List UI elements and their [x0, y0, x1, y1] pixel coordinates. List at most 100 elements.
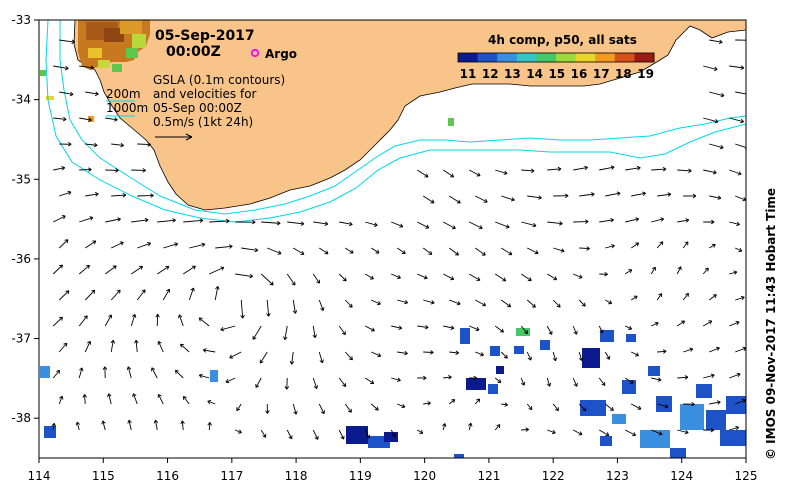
velocity-arrow-head	[736, 221, 740, 227]
velocity-arrow	[136, 289, 146, 301]
velocity-arrow-head	[642, 191, 646, 196]
colorbar	[457, 52, 655, 63]
velocity-arrow-head	[428, 250, 433, 255]
velocity-arrow-head	[692, 193, 697, 199]
velocity-arrow-head	[610, 217, 614, 223]
velocity-arrow	[474, 247, 486, 256]
velocity-arrow-head	[252, 219, 256, 225]
velocity-arrow	[53, 215, 66, 223]
velocity-arrow-head	[553, 276, 558, 281]
velocity-arrow-head	[430, 300, 435, 305]
velocity-arrow-head	[530, 168, 535, 173]
velocity-arrow-head	[578, 357, 584, 361]
colorbar-swatch	[556, 53, 577, 62]
velocity-arrow-head	[738, 247, 743, 253]
velocity-arrow-head	[56, 369, 61, 374]
velocity-arrow	[605, 245, 615, 249]
velocity-arrow-head	[369, 275, 374, 280]
velocity-arrow	[318, 299, 324, 311]
velocity-arrow	[625, 429, 636, 436]
velocity-arrow-head	[510, 197, 515, 202]
velocity-arrow-head	[585, 219, 589, 224]
velocity-arrow	[630, 295, 638, 301]
velocity-arrow-head	[324, 221, 329, 226]
velocity-arrow-head	[582, 407, 587, 412]
velocity-arrow-head	[370, 380, 375, 385]
velocity-arrow	[709, 195, 721, 199]
velocity-arrow	[495, 169, 508, 174]
colorbar-title: 4h comp, p50, all sats	[488, 33, 637, 47]
velocity-arrow-head	[220, 326, 225, 332]
velocity-arrow-head	[215, 285, 220, 290]
velocity-arrow	[735, 296, 745, 301]
velocity-arrow-head	[681, 320, 686, 325]
velocity-arrow	[651, 429, 663, 435]
velocity-arrow-head	[93, 142, 98, 148]
velocity-arrow-head	[717, 195, 722, 200]
velocity-arrow-head	[586, 246, 590, 251]
colorbar-swatch	[477, 53, 498, 62]
velocity-arrow-head	[69, 91, 74, 97]
velocity-arrow-head	[503, 170, 508, 175]
velocity-arrow-head	[611, 244, 615, 249]
velocity-arrow-head	[87, 340, 92, 345]
velocity-arrow	[78, 367, 83, 379]
velocity-arrow-head	[601, 381, 606, 386]
velocity-arrow	[208, 422, 211, 431]
velocity-arrow	[552, 299, 561, 308]
velocity-arrow-head	[401, 403, 406, 409]
velocity-arrow	[625, 167, 641, 171]
velocity-arrow-head	[83, 315, 88, 320]
velocity-arrow	[494, 325, 504, 333]
velocity-arrow	[209, 266, 225, 275]
velocity-arrow	[59, 91, 74, 95]
velocity-arrow-head	[67, 141, 72, 147]
velocity-arrow	[417, 273, 428, 279]
velocity-arrow-head	[284, 385, 290, 390]
velocity-arrow	[501, 195, 515, 201]
velocity-arrow-head	[259, 359, 264, 364]
colorbar-swatch	[595, 53, 616, 62]
argo-label: Argo	[265, 47, 297, 61]
velocity-arrow	[188, 287, 194, 301]
velocity-arrow	[131, 219, 149, 223]
velocity-arrow	[729, 65, 744, 69]
velocity-arrow-head	[319, 359, 324, 364]
velocity-arrow-head	[117, 217, 121, 222]
velocity-arrow	[105, 117, 118, 121]
velocity-arrow-head	[147, 142, 151, 147]
velocity-arrow-head	[293, 410, 298, 415]
velocity-arrow	[344, 247, 354, 254]
velocity-arrow	[657, 350, 667, 353]
velocity-arrow	[84, 341, 91, 353]
velocity-arrow	[286, 377, 288, 390]
velocity-arrow	[236, 403, 242, 411]
velocity-arrow	[547, 429, 556, 434]
velocity-arrow	[599, 166, 615, 171]
velocity-arrow	[709, 91, 725, 97]
velocity-arrow-head	[456, 199, 461, 204]
velocity-arrow	[59, 191, 72, 197]
velocity-arrow	[292, 299, 296, 314]
legend-line-1: GSLA (0.1m contours)	[153, 73, 285, 87]
x-tick-label: 119	[349, 469, 372, 483]
velocity-arrow-head	[65, 290, 70, 295]
velocity-arrow-head	[374, 406, 379, 411]
colorbar-labels: 11 12 13 14 15 16 17 18 19	[460, 67, 654, 81]
velocity-arrow	[631, 403, 642, 410]
velocity-arrow	[443, 273, 454, 280]
velocity-arrow	[52, 264, 63, 275]
velocity-arrow	[578, 299, 586, 307]
velocity-arrow	[729, 373, 741, 379]
velocity-arrow-head	[711, 243, 716, 248]
velocity-arrow	[175, 369, 184, 379]
velocity-arrow-head	[229, 354, 234, 359]
velocity-arrow	[735, 247, 743, 252]
x-tick-label: 115	[92, 469, 115, 483]
velocity-arrow-head	[313, 385, 319, 390]
velocity-arrow	[605, 299, 612, 304]
velocity-arrow-head	[283, 336, 288, 341]
y-tick-label: -37	[11, 332, 31, 346]
velocity-arrow	[676, 320, 685, 327]
velocity-arrow-head	[710, 219, 715, 225]
